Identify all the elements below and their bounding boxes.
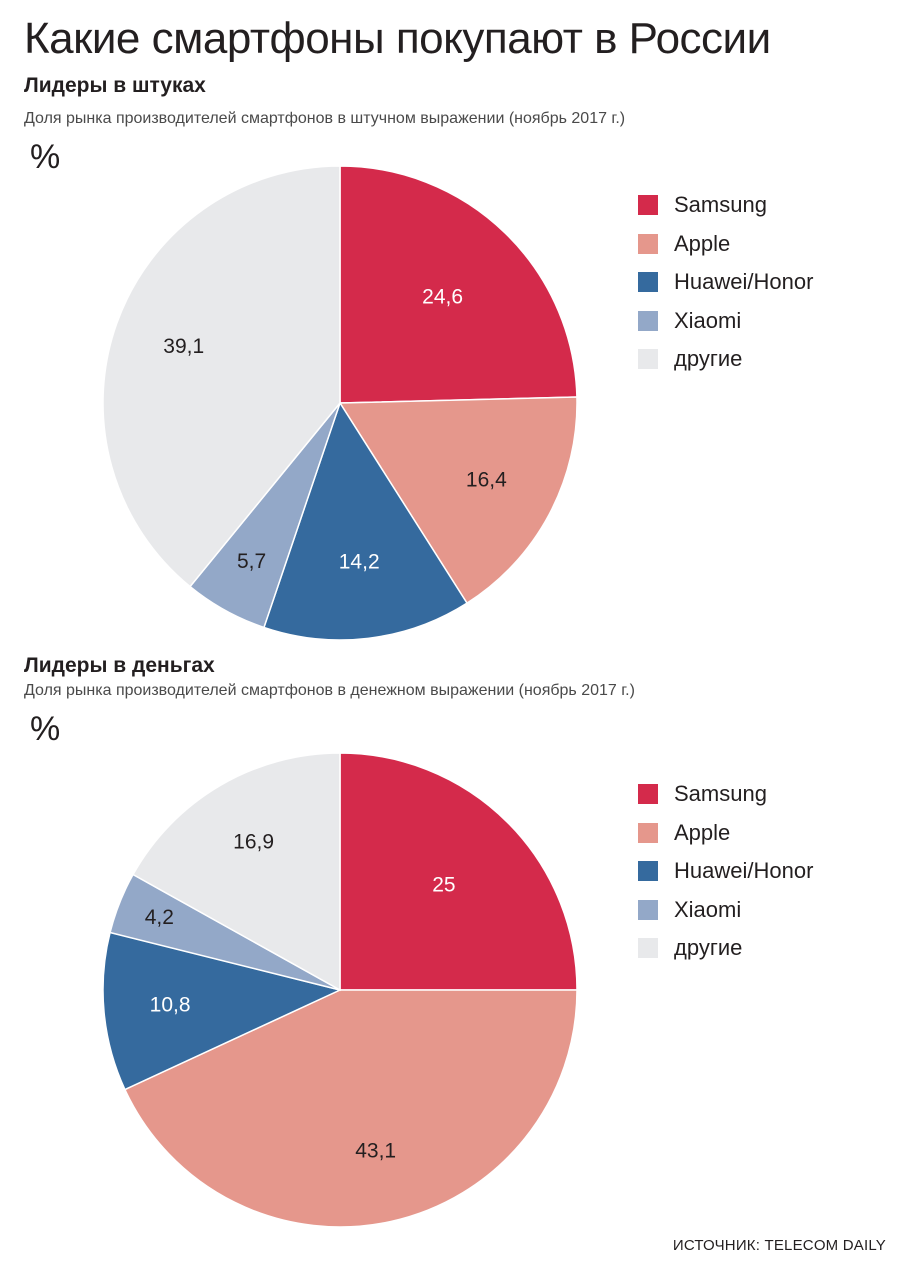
- legend-label: другие: [674, 935, 743, 961]
- chart-2-subtitle: Доля рынка производителей смартфонов в д…: [24, 682, 635, 699]
- data-label-samsung: 24,6: [422, 285, 463, 308]
- legend-label: Huawei/Honor: [674, 269, 814, 295]
- legend-swatch: [638, 861, 658, 882]
- legend-swatch: [638, 822, 658, 843]
- chart-1-unit: %: [30, 138, 61, 176]
- pie-slice-другие: [132, 752, 341, 992]
- chart-2-unit: %: [30, 710, 61, 748]
- legend-swatch: [638, 349, 658, 370]
- legend-item: Xiaomi: [638, 891, 813, 930]
- chart-1-pie: 24,6 16,4 14,2 5,7 39,1: [102, 165, 578, 641]
- chart-1-subtitle: Доля рынка производителей смартфонов в ш…: [24, 110, 626, 127]
- legend-swatch: [638, 938, 658, 959]
- data-label-xiaomi: 5,7: [237, 550, 266, 573]
- data-label-apple: 16,4: [466, 469, 507, 492]
- data-label-apple: 43,1: [355, 1140, 396, 1163]
- chart-2-title: Лидеры в деньгах: [24, 654, 215, 677]
- chart-2-legend: Samsung Apple Huawei/Honor Xiaomi другие: [638, 775, 813, 968]
- legend-item: Xiaomi: [638, 302, 813, 341]
- legend-label: Xiaomi: [674, 896, 742, 922]
- legend-swatch: [638, 899, 658, 920]
- legend-swatch: [638, 233, 658, 254]
- legend-item: Samsung: [638, 775, 813, 814]
- legend-label: другие: [674, 346, 743, 372]
- legend-label: Samsung: [674, 192, 767, 218]
- pie-slice-другие: [102, 165, 341, 588]
- legend-label: Samsung: [674, 781, 767, 807]
- page-title: Какие смартфоны покупают в России: [24, 14, 771, 63]
- legend-item: Apple: [638, 814, 813, 853]
- data-label-huawei-honor: 10,8: [150, 994, 191, 1017]
- pie-slice-huawei-honor: [102, 931, 343, 1091]
- legend-swatch: [638, 784, 658, 805]
- legend-item: другие: [638, 929, 813, 968]
- legend-swatch: [638, 195, 658, 216]
- data-label-huawei-honor: 14,2: [339, 551, 380, 574]
- pie-slice-apple: [338, 396, 578, 605]
- data-label-другие: 16,9: [233, 830, 274, 853]
- pie-slice-samsung: [339, 165, 578, 404]
- legend-item: Huawei/Honor: [638, 263, 813, 302]
- legend-label: Huawei/Honor: [674, 858, 814, 884]
- legend-swatch: [638, 310, 658, 331]
- pie-slice-huawei-honor: [262, 401, 469, 641]
- data-label-другие: 39,1: [163, 335, 204, 358]
- chart-1-title: Лидеры в штуках: [24, 74, 206, 97]
- chart-2-pie: 25 43,1 10,8 4,2 16,9: [102, 752, 578, 1228]
- legend-label: Xiaomi: [674, 307, 742, 333]
- source-note: ИСТОЧНИК: TELECOM DAILY: [672, 1237, 886, 1254]
- legend-label: Apple: [674, 230, 731, 256]
- chart-1-legend: Samsung Apple Huawei/Honor Xiaomi другие: [638, 186, 813, 379]
- legend-item: другие: [638, 340, 813, 379]
- legend-label: Apple: [674, 819, 731, 845]
- pie-slice-samsung: [339, 752, 578, 991]
- legend-item: Samsung: [638, 186, 813, 225]
- legend-item: Huawei/Honor: [638, 852, 813, 891]
- data-label-xiaomi: 4,2: [145, 906, 174, 929]
- data-label-samsung: 25: [432, 874, 455, 897]
- legend-item: Apple: [638, 225, 813, 264]
- pie-slice-apple: [123, 989, 578, 1228]
- legend-swatch: [638, 272, 658, 293]
